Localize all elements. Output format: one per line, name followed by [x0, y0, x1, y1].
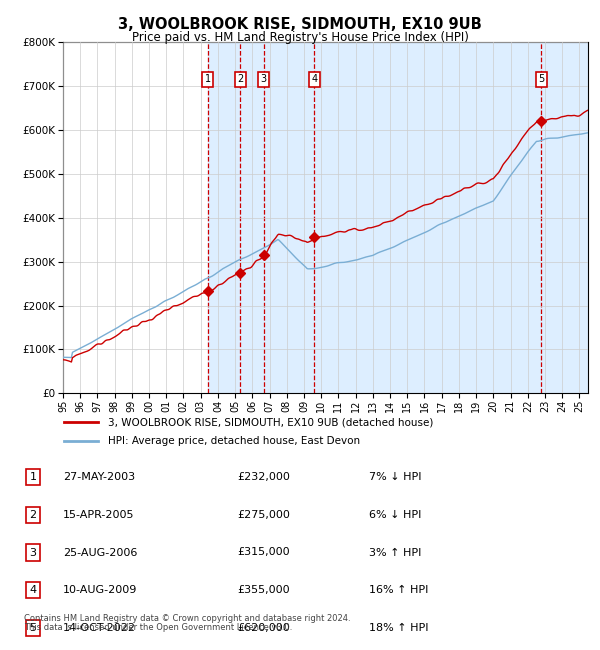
Text: 5: 5	[538, 74, 544, 84]
Text: Price paid vs. HM Land Registry's House Price Index (HPI): Price paid vs. HM Land Registry's House …	[131, 31, 469, 44]
Text: 4: 4	[29, 585, 37, 595]
Text: 1: 1	[205, 74, 211, 84]
Text: £275,000: £275,000	[237, 510, 290, 520]
Text: 2: 2	[237, 74, 243, 84]
Bar	[263, 42, 314, 393]
Bar	[208, 42, 240, 393]
Text: £355,000: £355,000	[237, 585, 290, 595]
Text: HPI: Average price, detached house, East Devon: HPI: Average price, detached house, East…	[108, 436, 360, 446]
Text: 15-APR-2005: 15-APR-2005	[63, 510, 134, 520]
Text: £315,000: £315,000	[237, 547, 290, 558]
Text: 6% ↓ HPI: 6% ↓ HPI	[369, 510, 421, 520]
Text: 1: 1	[29, 472, 37, 482]
Bar	[314, 42, 541, 393]
Text: 3% ↑ HPI: 3% ↑ HPI	[369, 547, 421, 558]
Text: 27-MAY-2003: 27-MAY-2003	[63, 472, 135, 482]
Bar	[541, 42, 588, 393]
Text: 3: 3	[29, 547, 37, 558]
Text: 7% ↓ HPI: 7% ↓ HPI	[369, 472, 421, 482]
Text: 4: 4	[311, 74, 317, 84]
Text: 14-OCT-2022: 14-OCT-2022	[63, 623, 136, 633]
Text: Contains HM Land Registry data © Crown copyright and database right 2024.: Contains HM Land Registry data © Crown c…	[24, 614, 350, 623]
Text: 2: 2	[29, 510, 37, 520]
Text: 5: 5	[29, 623, 37, 633]
Text: £232,000: £232,000	[237, 472, 290, 482]
Text: 3: 3	[260, 74, 266, 84]
Text: 10-AUG-2009: 10-AUG-2009	[63, 585, 137, 595]
Text: 3, WOOLBROOK RISE, SIDMOUTH, EX10 9UB: 3, WOOLBROOK RISE, SIDMOUTH, EX10 9UB	[118, 17, 482, 32]
Text: This data is licensed under the Open Government Licence v3.0.: This data is licensed under the Open Gov…	[24, 623, 292, 632]
Text: 18% ↑ HPI: 18% ↑ HPI	[369, 623, 428, 633]
Text: 16% ↑ HPI: 16% ↑ HPI	[369, 585, 428, 595]
Text: £620,000: £620,000	[237, 623, 290, 633]
Text: 25-AUG-2006: 25-AUG-2006	[63, 547, 137, 558]
Text: 3, WOOLBROOK RISE, SIDMOUTH, EX10 9UB (detached house): 3, WOOLBROOK RISE, SIDMOUTH, EX10 9UB (d…	[108, 417, 433, 427]
Bar	[240, 42, 263, 393]
